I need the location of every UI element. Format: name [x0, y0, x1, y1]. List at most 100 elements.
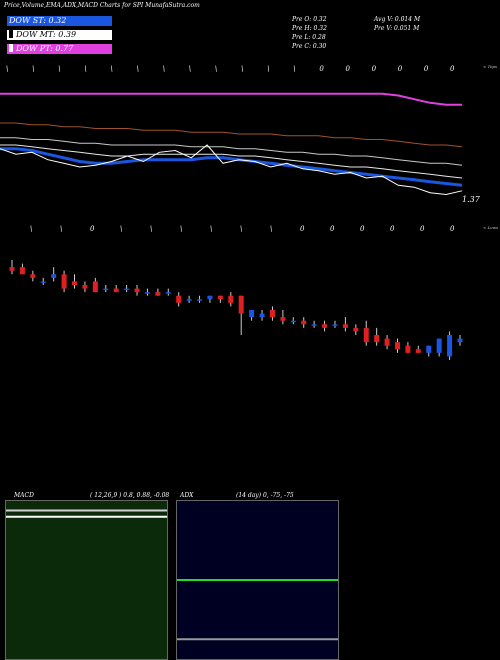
candlestick-chart: \ \ 0 \ \ \ \ \ \ 0 0 0 0 0 0 < Lows: [9, 225, 498, 360]
legend-dow-mt-label: DOW MT: 0.39: [16, 30, 77, 39]
candle-body: [259, 313, 265, 318]
candle-body: [124, 288, 130, 291]
candle-body: [280, 317, 286, 321]
adx-panel: [176, 500, 339, 660]
top-mark: \: [58, 65, 60, 73]
adx-lines: [177, 579, 338, 641]
candle-body: [332, 324, 338, 326]
candle-body: [353, 327, 359, 332]
stat-prev-close: Pre C: 0.30: [292, 43, 327, 50]
ema-series-3: [0, 144, 463, 179]
candle-body: [394, 342, 400, 350]
candle-body: [322, 324, 328, 328]
top-mark: \: [293, 65, 295, 73]
top-mark: 0: [398, 65, 403, 73]
top-mark: 0: [450, 65, 455, 73]
candle-body: [197, 299, 203, 301]
candle-body: [217, 295, 223, 300]
macd-panel: [5, 500, 168, 660]
top-mark: 0: [424, 65, 429, 73]
candle-body: [103, 288, 109, 291]
legend-dow-pt-swatch: [9, 44, 13, 52]
candle-body: [30, 274, 36, 278]
bottom-mark: \: [120, 225, 122, 233]
candle-body: [447, 335, 453, 357]
chart-title: Price,Volume,EMA,ADX,MACD Charts for SPI…: [4, 2, 200, 9]
bottom-mark: \: [210, 225, 212, 233]
candle-body: [134, 288, 140, 293]
bottom-mark: 0: [450, 225, 455, 233]
candle-body: [92, 281, 98, 293]
ema-series-1: [0, 122, 463, 148]
adx-params: (14 day) 0, -75, -75: [236, 492, 294, 499]
top-mark: 0: [372, 65, 377, 73]
bottom-marker-label: < Lows: [483, 225, 498, 230]
top-mark: 0: [346, 65, 351, 73]
candle-body: [363, 327, 369, 343]
ema-series-0: [0, 92, 462, 106]
price-ema-chart: \ \ \ \ \ \ \ \ \ \ \ \ 0 0 0 0 0 0 < Tops 1.37: [0, 64, 497, 204]
candle-body: [82, 285, 88, 289]
candle-body: [61, 274, 67, 289]
legend-dow-st: DOW ST: 0.32: [7, 16, 112, 26]
candle-body: [311, 324, 317, 326]
ema-series-5: [0, 144, 463, 196]
candle-body: [405, 345, 411, 353]
top-mark: \: [137, 65, 139, 73]
top-mark: 0: [319, 65, 324, 73]
stat-prev-volume: Pre V: 0.051 M: [374, 25, 420, 32]
candle-body: [165, 292, 171, 294]
top-mark: \: [111, 65, 113, 73]
top-mark: \: [163, 65, 165, 73]
legend-dow-pt: DOW PT: 0.77: [7, 44, 112, 54]
candle-body: [415, 349, 421, 353]
top-mark: \: [84, 65, 86, 73]
candle-body: [155, 292, 161, 296]
stat-prev-high: Pre H: 0.32: [292, 25, 327, 32]
bottom-mark: 0: [360, 225, 365, 233]
candle-body: [238, 295, 244, 314]
top-mark: \: [32, 65, 34, 73]
top-mark: \: [241, 65, 243, 73]
bottom-mark: \: [270, 225, 272, 233]
candle-body: [269, 310, 275, 318]
bottom-mark: \: [60, 225, 62, 233]
bottom-mark: \: [30, 225, 32, 233]
ema-series-2: [0, 137, 463, 166]
bottom-mark: 0: [330, 225, 335, 233]
top-mark: \: [189, 65, 191, 73]
ema-series-4: [0, 147, 463, 187]
legend-dow-mt: DOW MT: 0.39: [7, 30, 112, 40]
candles: [9, 260, 463, 360]
bottom-mark: 0: [420, 225, 425, 233]
top-marker-label: < Tops: [483, 64, 497, 69]
bottom-mark: \: [180, 225, 182, 233]
candle-body: [426, 345, 432, 353]
candle-body: [176, 295, 182, 303]
legend-dow-st-label: DOW ST: 0.32: [9, 16, 67, 25]
candle-body: [186, 299, 192, 301]
stat-avg-volume: Avg V: 0.014 M: [374, 16, 421, 23]
candle-body: [144, 292, 150, 294]
ema-lines: [0, 92, 463, 196]
macd-lines: [6, 509, 167, 518]
legend-dow-mt-swatch: [9, 30, 13, 38]
candle-body: [228, 295, 234, 303]
bottom-mark: 0: [390, 225, 395, 233]
top-mark: \: [267, 65, 269, 73]
top-mark: \: [6, 65, 8, 73]
bottom-mark: 0: [90, 225, 95, 233]
bottom-mark: 0: [300, 225, 305, 233]
macd-title: MACD: [14, 492, 34, 499]
candle-body: [51, 274, 57, 278]
top-marks: \ \ \ \ \ \ \ \ \ \ \ \ 0 0 0 0 0 0: [6, 65, 455, 73]
candle-body: [113, 288, 119, 293]
candle-body: [290, 320, 296, 323]
candle-body: [374, 335, 380, 343]
candle-body: [249, 310, 255, 318]
candle-body: [40, 281, 46, 283]
candle-body: [457, 338, 463, 343]
bottom-mark: \: [240, 225, 242, 233]
price-level-label: 1.37: [462, 195, 481, 204]
stat-prev-low: Pre L: 0.28: [292, 34, 326, 41]
